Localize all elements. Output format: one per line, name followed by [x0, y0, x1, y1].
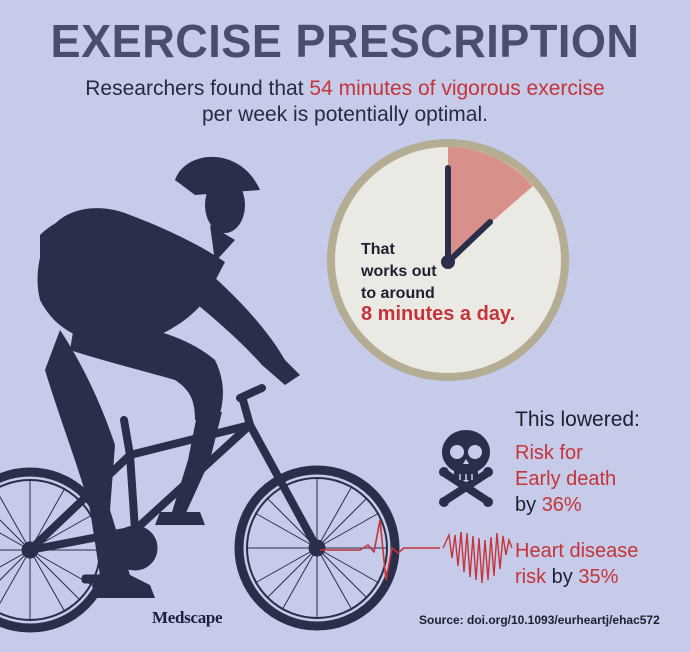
- death-risk-line-1: Risk for: [515, 442, 583, 464]
- clock-text-line-3: to around: [361, 285, 435, 302]
- death-risk-value: by 36%: [515, 494, 582, 516]
- brand-logo: Medscape: [152, 608, 223, 627]
- clock-text-line-2: works out: [361, 263, 437, 280]
- clock-highlight: 8 minutes a day.: [361, 303, 516, 325]
- clock-text-line-1: That: [361, 241, 395, 258]
- subtitle-highlight: 54 minutes of vigorous exercise: [309, 77, 605, 100]
- results-heading: This lowered:: [515, 408, 640, 431]
- skull-crossbones-icon: [439, 430, 493, 507]
- subtitle-line-1: Researchers found that 54 minutes of vig…: [85, 77, 605, 100]
- heart-risk-line-2: risk by 35%: [515, 566, 619, 588]
- heart-risk-line-1: Heart disease: [515, 540, 639, 562]
- cyclist-silhouette: [0, 156, 400, 633]
- heart-risk-percent: 35%: [578, 566, 619, 588]
- death-risk-percent: 36%: [541, 494, 582, 516]
- death-risk-line-2: Early death: [515, 468, 617, 490]
- page-title: EXERCISE PRESCRIPTION: [50, 15, 640, 67]
- heartbeat-heart-icon: [442, 531, 513, 584]
- source-citation: Source: doi.org/10.1093/eurheartj/ehac57…: [419, 613, 660, 627]
- clock-icon: [327, 139, 569, 381]
- heartbeat-line: [320, 519, 440, 581]
- subtitle-line-2: per week is potentially optimal.: [202, 103, 488, 126]
